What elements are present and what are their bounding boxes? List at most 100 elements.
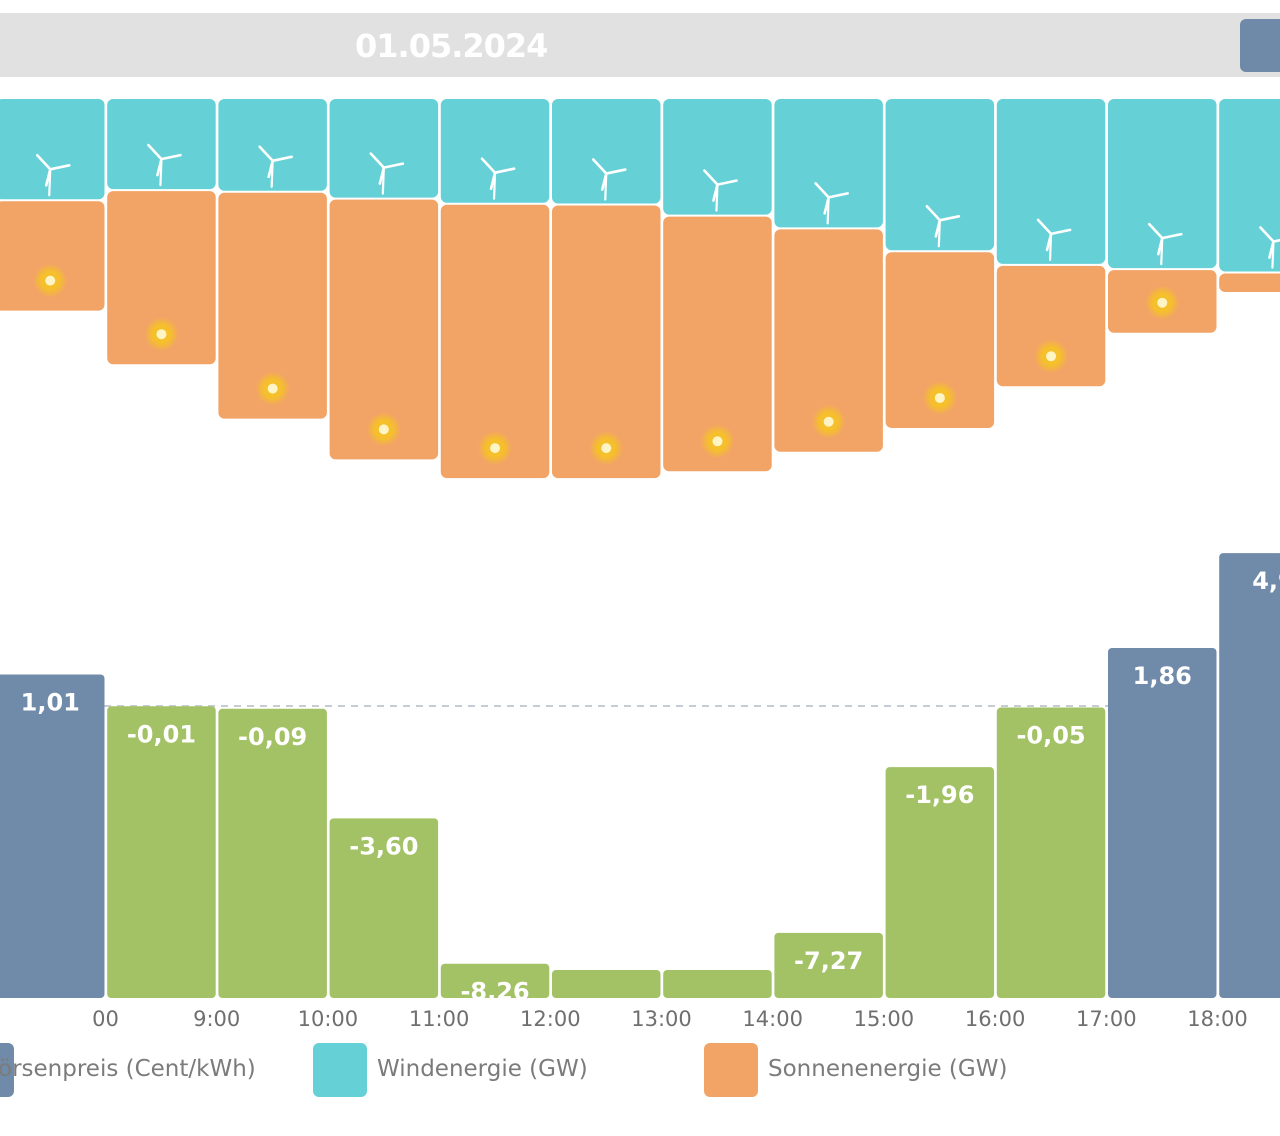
- turbine-blade: [1156, 236, 1164, 256]
- wind-turbine-icon: [591, 158, 627, 201]
- wind-legend-swatch: [313, 1043, 367, 1097]
- turbine-blade: [1049, 228, 1072, 236]
- turbine-blade: [369, 152, 386, 169]
- price-bar: [885, 767, 995, 998]
- wind-turbine-icon: [147, 143, 182, 187]
- turbine-blade: [1272, 238, 1280, 243]
- sun-bar: [440, 204, 550, 479]
- x-tick-label: 14:00: [742, 1007, 803, 1031]
- wind-turbine-icon: [35, 154, 71, 197]
- sun-bar: [663, 216, 772, 472]
- sun-bar: [1219, 273, 1280, 292]
- turbine-blade: [703, 169, 719, 186]
- sun-legend-label: Sonnenenergie (GW): [768, 1056, 1008, 1082]
- wind-turbine-icon: [480, 157, 516, 200]
- price-bar: [218, 708, 327, 998]
- wind-bar: [1108, 99, 1217, 269]
- turbine-blade: [1147, 222, 1164, 240]
- turbine-blade: [814, 182, 830, 199]
- x-tick-label: 00: [92, 1007, 119, 1031]
- turbine-blade: [378, 166, 386, 185]
- turbine-blade: [382, 162, 405, 169]
- sun-icon-core: [1157, 297, 1168, 308]
- wind-bar: [774, 99, 883, 228]
- turbine-blade: [1160, 232, 1183, 240]
- price-bar: [0, 674, 105, 998]
- x-tick-label: 9:00: [193, 1007, 240, 1031]
- price-value-label: -0,05: [1016, 722, 1085, 750]
- price-value-label: -3,60: [349, 832, 418, 860]
- price-value-label: 4,9: [1252, 567, 1280, 595]
- turbine-blade: [48, 164, 71, 171]
- turbine-blade: [600, 172, 608, 191]
- turbine-blade: [156, 157, 163, 177]
- turbine-blade: [44, 168, 52, 187]
- turbine-blade: [823, 196, 830, 215]
- wind-bar: [218, 99, 327, 191]
- price-bar: [329, 818, 439, 998]
- price-bar: [552, 970, 661, 998]
- wind-turbine-icon: [1147, 222, 1183, 266]
- wind-bar: [1219, 99, 1280, 272]
- x-tick-label: 16:00: [965, 1007, 1026, 1031]
- wind-bar: [440, 99, 550, 203]
- price-value-label: -8,26: [460, 978, 529, 1006]
- turbine-blade: [258, 145, 274, 163]
- wind-bar: [552, 99, 661, 204]
- sun-icon-core: [601, 443, 612, 454]
- wind-turbine-icon: [1036, 218, 1072, 261]
- wind-bar: [996, 99, 1106, 264]
- turbine-blade: [591, 158, 608, 175]
- wind-bar: [329, 99, 439, 198]
- turbine-blade: [147, 143, 163, 161]
- sun-icon-core: [156, 329, 167, 340]
- price-value-label: 1,86: [1133, 662, 1192, 690]
- sun-bar: [552, 205, 661, 479]
- turbine-blade: [934, 219, 942, 238]
- price-bar: [440, 963, 550, 998]
- wind-turbine-icon: [925, 205, 961, 248]
- wind-bar: [663, 99, 772, 215]
- x-tick-label: 10:00: [298, 1007, 359, 1031]
- price-bar: [663, 970, 772, 998]
- date-label: 01.05.2024: [355, 27, 548, 65]
- x-tick-label: 18:00: [1187, 1007, 1248, 1031]
- sun-legend-swatch: [704, 1043, 758, 1097]
- turbine-blade: [1045, 232, 1053, 252]
- wind-bar: [0, 99, 105, 200]
- sun-icon-core: [712, 436, 723, 447]
- wind-turbine-icon: [814, 182, 849, 225]
- turbine-blade: [938, 215, 961, 222]
- turbine-blade: [1036, 218, 1053, 236]
- turbine-blade: [604, 168, 627, 175]
- wind-bar: [107, 99, 216, 190]
- sun-bar: [329, 199, 439, 460]
- wind-legend-label: Windenergie (GW): [377, 1056, 588, 1082]
- turbine-blade: [1259, 226, 1275, 243]
- turbine-blade: [271, 155, 293, 163]
- price-legend-swatch: [0, 1043, 14, 1097]
- x-tick-label: 11:00: [409, 1007, 470, 1031]
- price-value-label: -0,09: [238, 723, 307, 751]
- wind-turbine-icon: [703, 169, 738, 212]
- turbine-blade: [925, 205, 942, 222]
- price-bar: [1108, 647, 1217, 998]
- price-value-label: -0,01: [127, 720, 196, 748]
- sun-icon-core: [1046, 351, 1057, 362]
- x-tick-label: 15:00: [854, 1007, 915, 1031]
- sun-icon-core: [267, 383, 278, 394]
- turbine-blade: [480, 157, 497, 174]
- date-bar: [0, 13, 1280, 77]
- wind-bar: [885, 99, 995, 251]
- turbine-blade: [493, 167, 516, 174]
- next-day-button[interactable]: [1240, 19, 1280, 72]
- turbine-blade: [827, 192, 849, 199]
- price-legend-label: örsenpreis (Cent/kWh): [0, 1056, 256, 1082]
- x-tick-label: 12:00: [520, 1007, 581, 1031]
- turbine-blade: [35, 154, 52, 171]
- turbine-blade: [267, 159, 274, 179]
- wind-turbine-icon: [1259, 226, 1280, 269]
- turbine-blade: [712, 183, 719, 202]
- wind-turbine-icon: [369, 152, 405, 195]
